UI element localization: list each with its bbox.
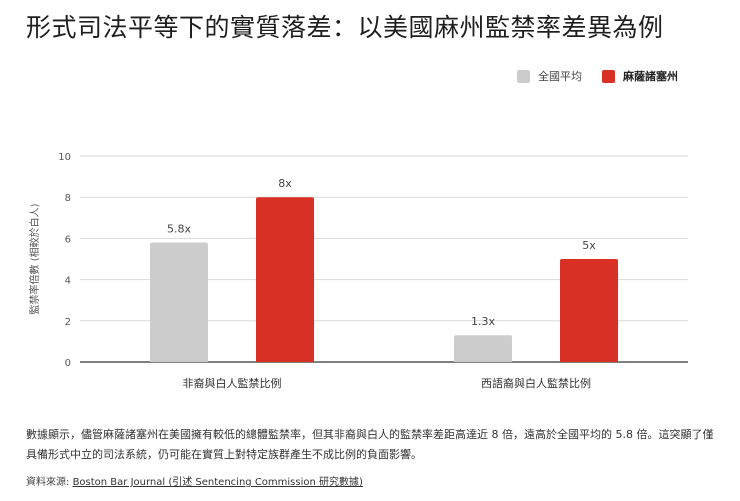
source-line: 資料來源: Boston Bar Journal (引述 Sentencing … (26, 473, 363, 488)
legend: 全國平均 麻薩諸塞州 (517, 68, 698, 84)
legend-label-massachusetts: 麻薩諸塞州 (623, 70, 678, 83)
y-tick-label-8: 8 (65, 193, 71, 204)
legend-swatch-national (517, 69, 530, 83)
legend-item-massachusetts: 麻薩諸塞州 (602, 68, 678, 84)
bar-0-1 (256, 197, 314, 362)
legend-item-national: 全國平均 (517, 68, 582, 84)
y-tick-label-10: 10 (58, 152, 71, 163)
y-tick-label-0: 0 (65, 358, 71, 369)
y-tick-label-6: 6 (65, 234, 71, 245)
data-label-1-1: 5x (582, 239, 596, 252)
bar-1-0 (454, 335, 512, 362)
data-label-0-1: 8x (278, 177, 292, 190)
legend-swatch-massachusetts (602, 69, 615, 83)
y-tick-label-2: 2 (65, 317, 71, 328)
y-tick-label-4: 4 (65, 276, 71, 287)
x-category-label-0: 非裔與白人監禁比例 (183, 376, 282, 390)
y-axis-label: 監禁率倍數 (相較於白人) (28, 203, 41, 314)
data-label-0-0: 5.8x (167, 223, 191, 236)
data-label-1-0: 1.3x (471, 315, 495, 328)
x-category-label-1: 西語裔與白人監禁比例 (481, 376, 591, 390)
source-link[interactable]: Boston Bar Journal (引述 Sentencing Commis… (72, 477, 363, 488)
source-prefix: 資料來源: (26, 477, 73, 488)
legend-label-national: 全國平均 (538, 70, 582, 83)
bar-chart: 0 2 4 6 8 10 監禁率倍數 (相較於白人) 5.8x 8x 非裔與白人監禁比例 1.3x 5… (28, 152, 688, 390)
bar-0-0 (150, 242, 208, 362)
chart-title: 形式司法平等下的實質落差：以美國麻州監禁率差異為例 (26, 13, 664, 42)
caption: 數據顯示，儘管麻薩諸塞州在美國擁有較低的總體監禁率，但其非裔與白人的監禁率差距高… (26, 428, 714, 461)
bar-1-1 (560, 259, 618, 362)
